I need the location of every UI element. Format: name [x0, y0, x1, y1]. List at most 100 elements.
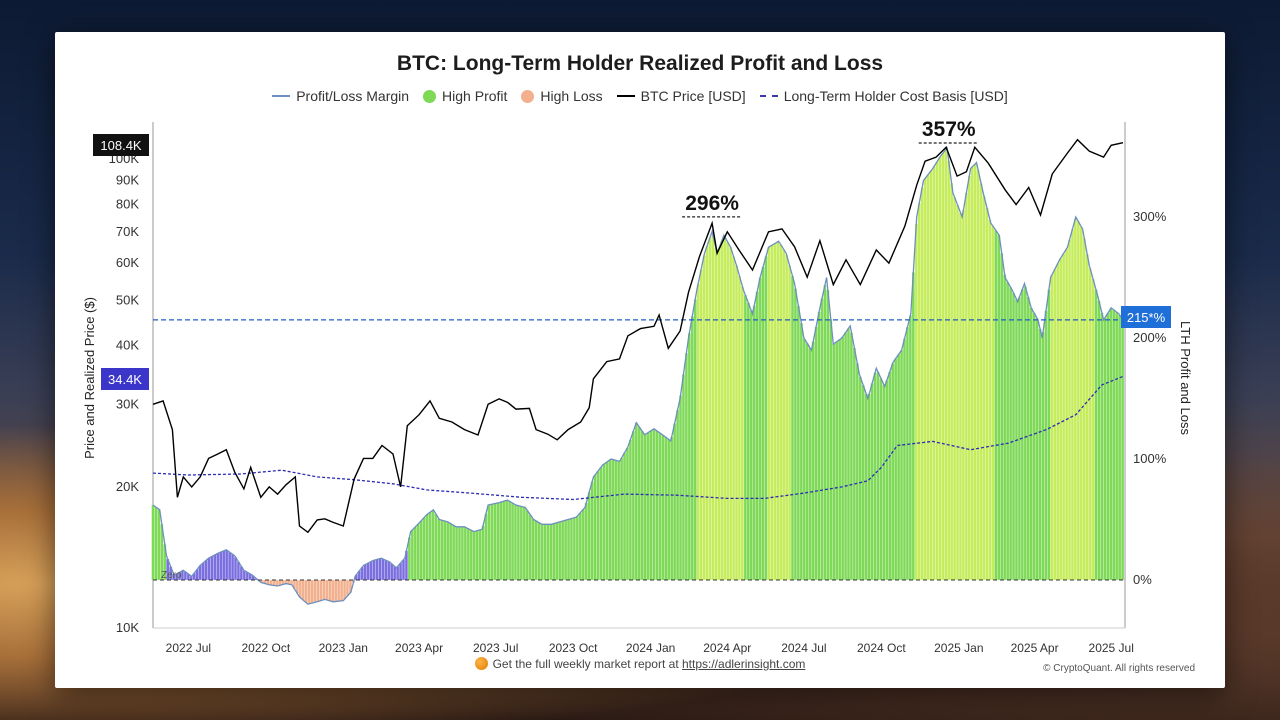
- margin-bar: [452, 525, 456, 581]
- margin-bar: [1121, 319, 1125, 581]
- margin-bar: [416, 523, 420, 581]
- margin-bar: [584, 502, 588, 581]
- margin-bar: [463, 527, 467, 581]
- margin-bar: [510, 502, 515, 581]
- margin-bar: [487, 504, 491, 581]
- margin-bar: [994, 230, 998, 581]
- legend-label: BTC Price [USD]: [640, 88, 746, 104]
- legend-item-high-profit[interactable]: High Profit: [423, 88, 507, 104]
- margin-bar: [151, 504, 155, 581]
- legend-item-high-loss[interactable]: High Loss: [521, 88, 603, 104]
- margin-bar: [614, 460, 618, 581]
- margin-bar: [558, 521, 562, 581]
- left-tick-label: 40K: [116, 338, 139, 353]
- margin-bar: [625, 447, 630, 581]
- margin-bar: [478, 529, 482, 581]
- chart-card: BTC: Long-Term Holder Realized Profit an…: [55, 32, 1225, 688]
- margin-bar: [867, 393, 871, 581]
- margin-bar: [431, 509, 435, 581]
- margin-bar: [419, 520, 423, 581]
- x-tick-label: 2025 Jul: [1089, 641, 1134, 655]
- margin-bar: [655, 430, 659, 581]
- margin-bar: [673, 423, 677, 581]
- margin-bar: [1088, 268, 1092, 581]
- margin-bar: [855, 363, 859, 581]
- margin-bar: [808, 347, 812, 581]
- margin-bar: [590, 481, 594, 581]
- x-tick-label: 2023 Oct: [549, 641, 598, 655]
- margin-bar: [540, 524, 544, 581]
- legend-label: Profit/Loss Margin: [296, 88, 410, 104]
- margin-bar: [301, 579, 305, 601]
- margin-bar: [390, 563, 394, 581]
- cost-basis-line: [152, 375, 1124, 501]
- margin-bar: [596, 470, 600, 581]
- margin-bar: [664, 437, 668, 581]
- margin-bar: [637, 426, 641, 581]
- margin-bar: [555, 522, 559, 581]
- margin-badge: 215*%: [1127, 310, 1166, 325]
- margin-bar: [605, 461, 609, 581]
- margin-bar: [696, 283, 700, 581]
- margin-bar: [543, 524, 547, 581]
- margin-bar: [340, 579, 344, 601]
- margin-bar: [307, 579, 311, 605]
- left-tick-label: 70K: [116, 224, 139, 239]
- x-tick-label: 2024 Apr: [703, 641, 751, 655]
- margin-bar: [699, 269, 703, 581]
- margin-bar: [1011, 292, 1016, 581]
- margin-bar: [953, 197, 957, 581]
- margin-bar: [537, 522, 541, 581]
- x-tick-label: 2025 Jan: [934, 641, 983, 655]
- margin-bar: [1041, 331, 1045, 581]
- margin-bar: [737, 275, 742, 581]
- margin-bar: [1032, 312, 1036, 581]
- margin-bar: [572, 517, 577, 581]
- margin-bar: [870, 383, 874, 581]
- cost-badge: 34.4K: [108, 372, 142, 387]
- right-tick-label: 100%: [1133, 451, 1167, 466]
- margin-bar: [207, 557, 211, 581]
- margin-bar: [661, 434, 665, 581]
- margin-bar: [1091, 278, 1095, 581]
- margin-bar: [460, 526, 465, 581]
- margin-bar: [752, 305, 756, 581]
- margin-bar: [649, 430, 653, 581]
- legend-item-btc-price[interactable]: BTC Price [USD]: [616, 88, 746, 104]
- margin-bar: [549, 524, 553, 581]
- legend-item-cost-basis[interactable]: Long-Term Holder Cost Basis [USD]: [759, 88, 1008, 104]
- margin-bar: [758, 277, 762, 581]
- margin-bar: [814, 326, 818, 581]
- margin-line: [152, 146, 1124, 605]
- margin-bar: [1106, 312, 1110, 581]
- margin-bar: [502, 501, 506, 581]
- margin-bar: [761, 266, 765, 581]
- chart-legend: Profit/Loss Margin High Profit High Loss…: [55, 88, 1225, 104]
- margin-bar: [979, 183, 983, 581]
- legend-item-margin[interactable]: Profit/Loss Margin: [272, 88, 409, 104]
- margin-bar: [917, 203, 921, 581]
- legend-label: Long-Term Holder Cost Basis [USD]: [783, 88, 1008, 104]
- report-link[interactable]: https://adlerinsight.com: [682, 657, 806, 671]
- margin-bar: [387, 561, 391, 581]
- margin-bar: [466, 528, 470, 581]
- legend-label: High Loss: [540, 88, 603, 104]
- margin-bar: [705, 245, 709, 581]
- margin-bar: [1044, 310, 1048, 581]
- margin-bar: [587, 492, 591, 581]
- margin-bar: [628, 439, 632, 581]
- margin-bar: [508, 501, 512, 581]
- margin-bar: [157, 509, 161, 581]
- margin-bar: [561, 520, 565, 581]
- margin-bar: [328, 579, 332, 601]
- margin-bar: [1097, 300, 1101, 581]
- margin-bar: [923, 178, 927, 581]
- margin-bars: [151, 149, 1125, 605]
- margin-bar: [908, 315, 912, 581]
- margin-bar: [678, 395, 683, 581]
- margin-bar: [1056, 263, 1060, 581]
- margin-bar: [384, 560, 388, 581]
- right-tick-label: 300%: [1133, 209, 1167, 224]
- margin-bar: [222, 550, 226, 581]
- margin-bar: [210, 556, 214, 581]
